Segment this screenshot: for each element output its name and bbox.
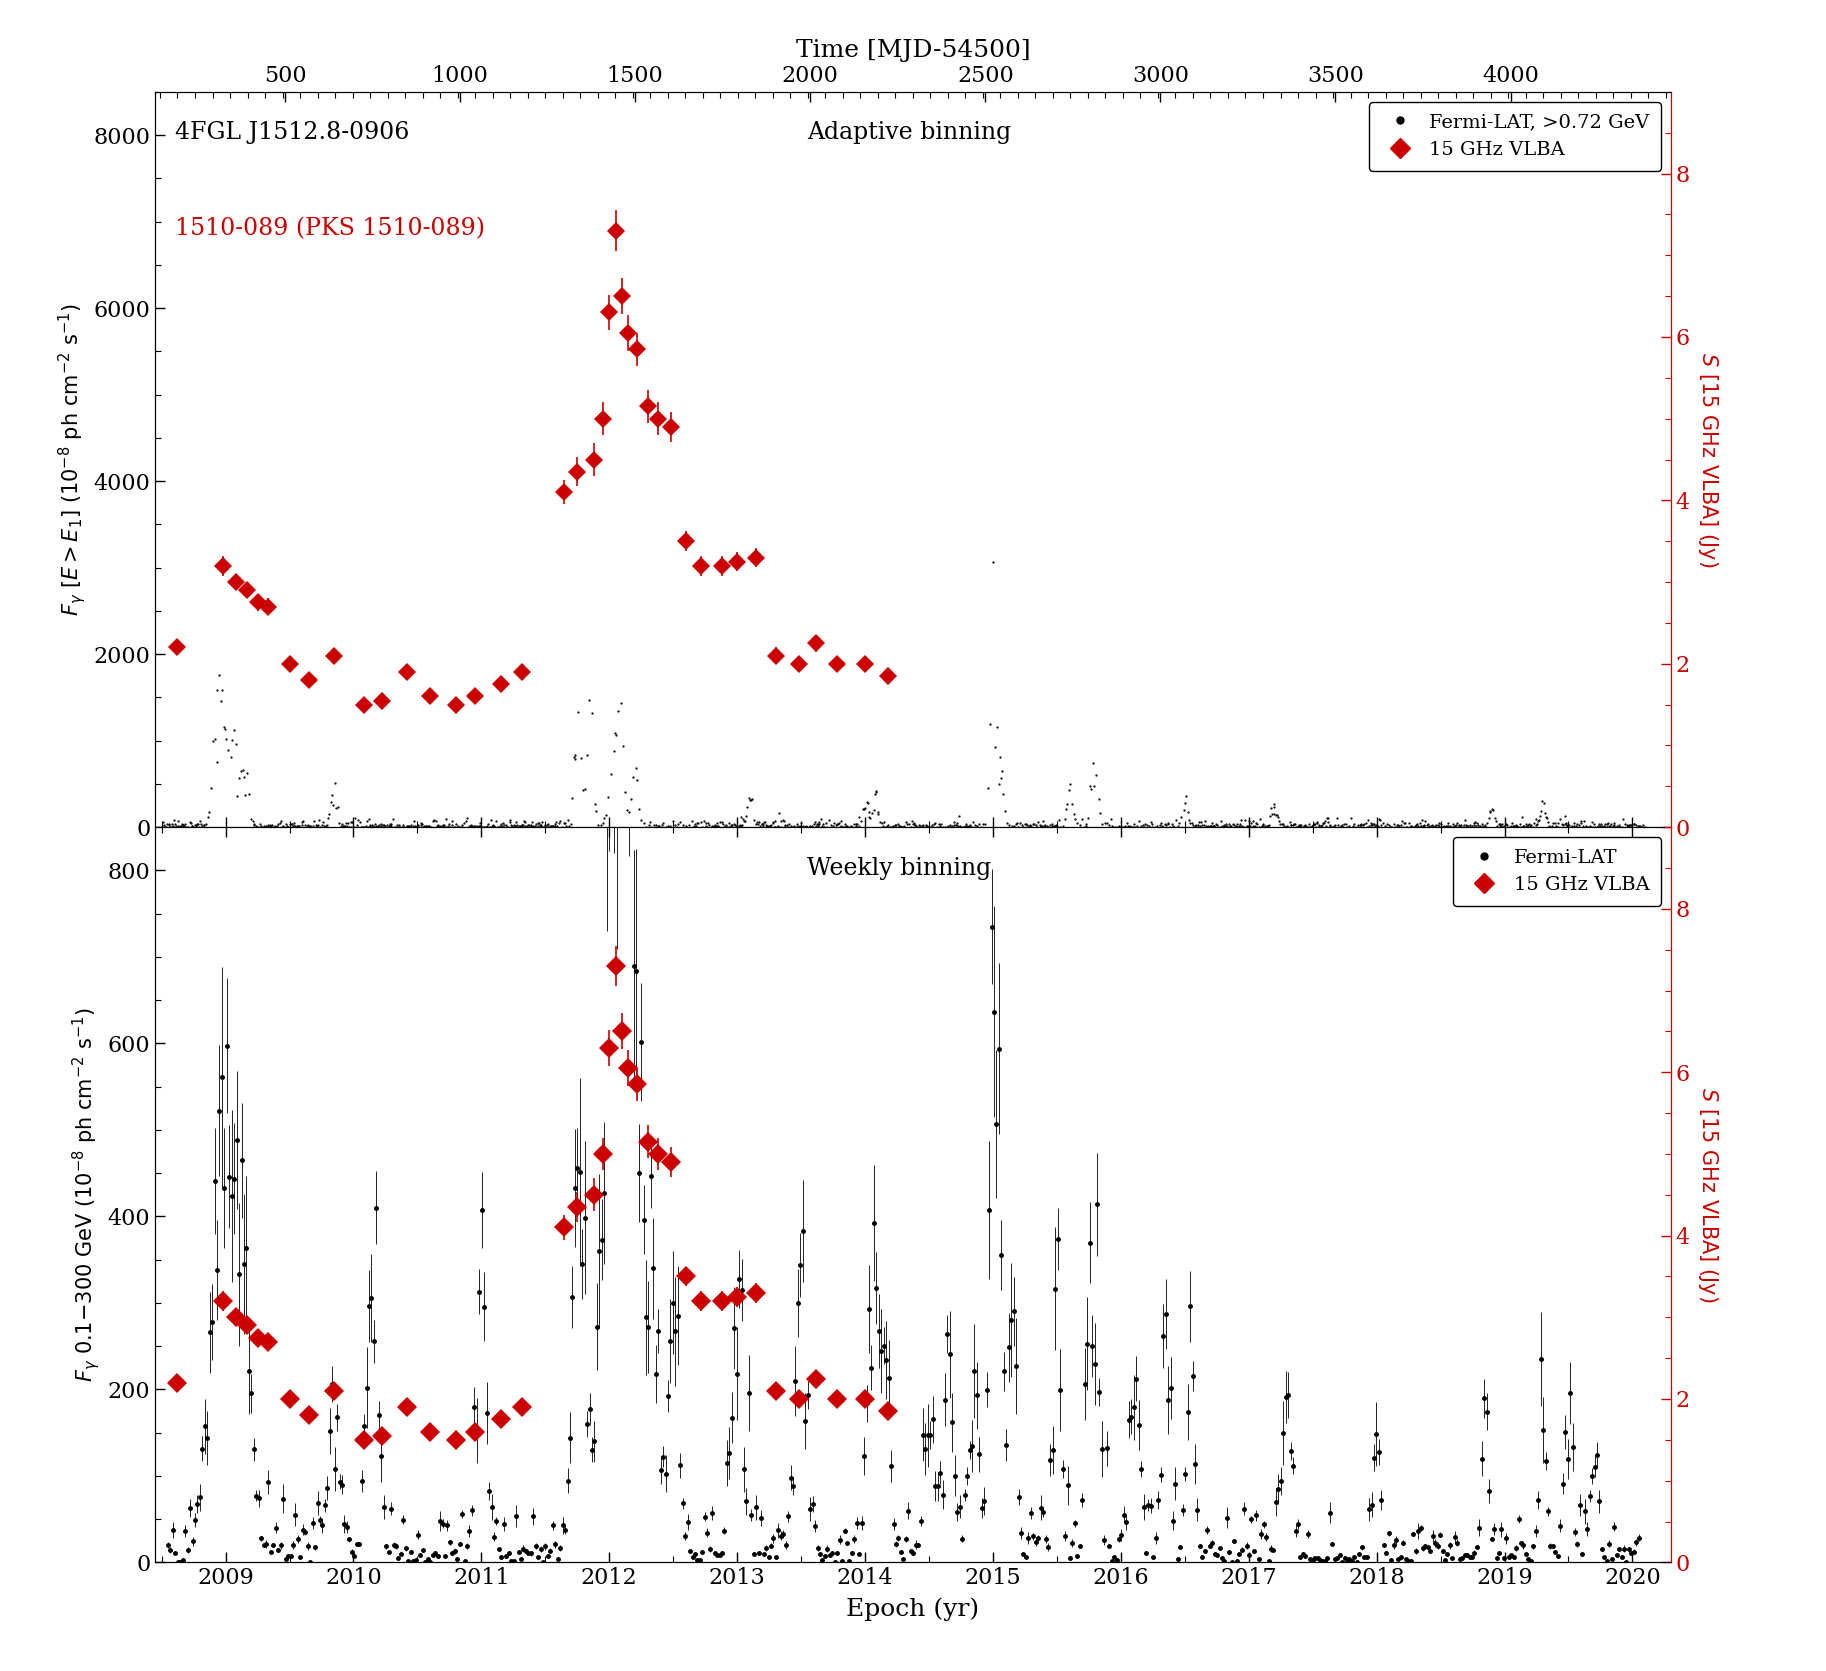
Y-axis label: $S\ [15\ \mathrm{GHz\ VLBA}]\ \mathrm{(Jy)}$: $S\ [15\ \mathrm{GHz\ VLBA}]\ \mathrm{(J… (1696, 351, 1720, 568)
X-axis label: Time [MJD-54500]: Time [MJD-54500] (796, 38, 1030, 62)
Y-axis label: $F_\gamma\ [E{>}E_1]\ (10^{-8}\ \mathrm{ph\ cm^{-2}\ s^{-1}})$: $F_\gamma\ [E{>}E_1]\ (10^{-8}\ \mathrm{… (57, 302, 88, 617)
Text: Weekly binning: Weekly binning (807, 857, 992, 879)
Y-axis label: $F_\gamma\ 0.1\mathrm{-}300\ \mathrm{GeV}\ (10^{-8}\ \mathrm{ph\ cm^{-2}\ s^{-1}: $F_\gamma\ 0.1\mathrm{-}300\ \mathrm{GeV… (69, 1008, 102, 1382)
X-axis label: Epoch (yr): Epoch (yr) (847, 1597, 979, 1621)
Legend: Fermi-LAT, >0.72 GeV, 15 GHz VLBA: Fermi-LAT, >0.72 GeV, 15 GHz VLBA (1370, 102, 1662, 170)
Text: 1510-089 (PKS 1510-089): 1510-089 (PKS 1510-089) (175, 217, 486, 241)
Text: 4FGL J1512.8-0906: 4FGL J1512.8-0906 (175, 122, 409, 144)
Legend: Fermi-LAT, 15 GHz VLBA: Fermi-LAT, 15 GHz VLBA (1453, 837, 1662, 906)
Y-axis label: $S\ [15\ \mathrm{GHz\ VLBA}]\ \mathrm{(Jy)}$: $S\ [15\ \mathrm{GHz\ VLBA}]\ \mathrm{(J… (1696, 1086, 1720, 1303)
Text: Adaptive binning: Adaptive binning (807, 122, 1012, 144)
